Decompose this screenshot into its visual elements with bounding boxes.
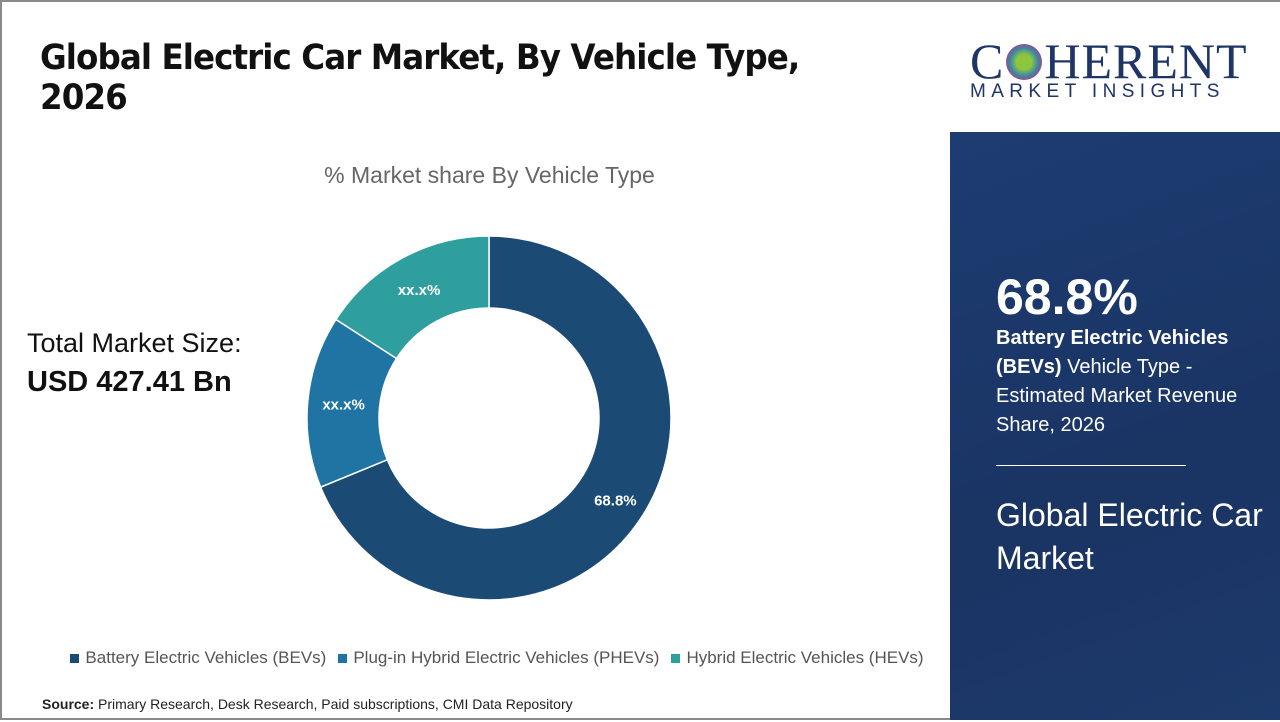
logo-subtitle: MARKET INSIGHTS	[970, 81, 1225, 102]
legend-swatch	[671, 653, 681, 663]
donut-chart: 68.8% xx.x% xx.x%	[306, 235, 672, 601]
legend-item-phev: Plug-in Hybrid Electric Vehicles (PHEVs)	[338, 648, 659, 668]
page-title: Global Electric Car Market, By Vehicle T…	[40, 38, 800, 118]
donut-slice-2	[334, 235, 490, 360]
source-note: Source: Primary Research, Desk Research,…	[42, 696, 573, 712]
legend-item-bev: Battery Electric Vehicles (BEVs)	[70, 648, 326, 668]
legend-swatch	[70, 653, 80, 663]
total-market-value: USD 427.41 Bn	[27, 366, 232, 398]
donut-slice-0	[319, 235, 672, 601]
highlight-description: Battery Electric Vehicles (BEVs) Vehicle…	[996, 327, 1238, 436]
chart-title: % Market share By Vehicle Type	[324, 162, 655, 188]
total-market-label: Total Market Size:	[27, 328, 242, 358]
highlight-percent: 68.8%	[996, 269, 1138, 325]
legend: Battery Electric Vehicles (BEVs) Plug-in…	[2, 648, 992, 668]
legend-item-hev: Hybrid Electric Vehicles (HEVs)	[671, 648, 924, 668]
data-label-2: xx.x%	[398, 282, 441, 299]
logo-wordmark: C HERENT	[970, 33, 1248, 89]
logo: C HERENT MARKET INSIGHTS	[950, 0, 1280, 132]
highlight-panel: 68.8% Battery Electric Vehicles (BEVs) V…	[950, 132, 1280, 720]
data-label-1: xx.x%	[322, 397, 365, 414]
market-name: Global Electric Car Market	[996, 497, 1263, 576]
chart-area: Global Electric Car Market, By Vehicle T…	[0, 0, 950, 720]
legend-swatch	[338, 653, 348, 663]
divider	[996, 465, 1186, 466]
data-label-0: 68.8%	[594, 493, 637, 510]
